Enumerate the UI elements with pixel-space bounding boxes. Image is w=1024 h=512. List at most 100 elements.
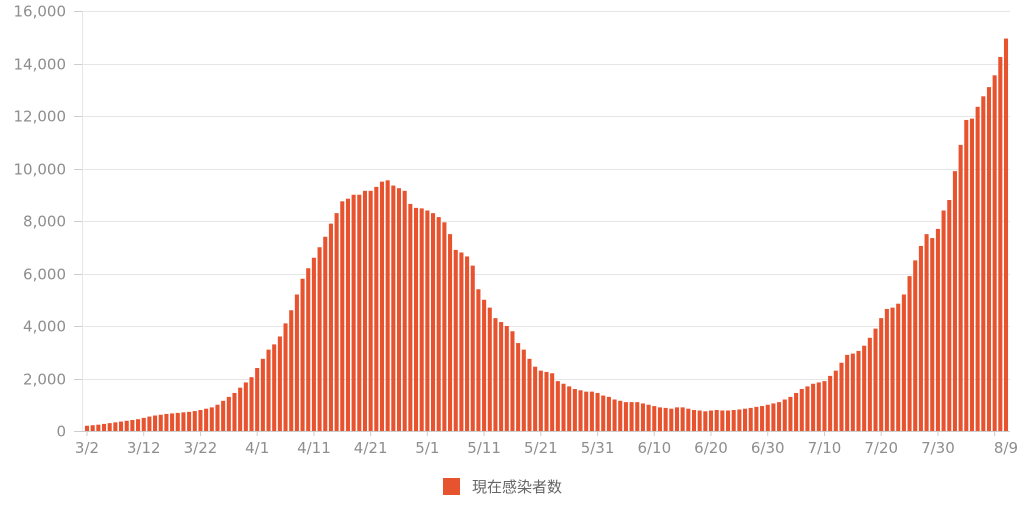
bar[interactable]: [317, 247, 322, 431]
bar[interactable]: [816, 382, 821, 431]
bar[interactable]: [283, 323, 288, 432]
bar[interactable]: [84, 425, 90, 431]
bar[interactable]: [391, 185, 396, 431]
bar[interactable]: [340, 201, 345, 431]
bar[interactable]: [629, 402, 634, 432]
bar[interactable]: [674, 407, 680, 432]
bar[interactable]: [482, 299, 487, 431]
bar[interactable]: [459, 252, 464, 432]
bar[interactable]: [635, 402, 640, 432]
bar[interactable]: [896, 303, 901, 431]
bar[interactable]: [345, 198, 350, 431]
bar[interactable]: [748, 407, 753, 431]
bar[interactable]: [612, 399, 617, 432]
bar[interactable]: [833, 370, 838, 432]
bar[interactable]: [850, 353, 855, 431]
bar[interactable]: [255, 368, 260, 431]
bar[interactable]: [413, 207, 419, 432]
bar[interactable]: [782, 399, 787, 432]
bar[interactable]: [867, 337, 872, 431]
bar[interactable]: [901, 294, 906, 432]
bar[interactable]: [941, 210, 946, 432]
bar[interactable]: [243, 382, 248, 431]
bar[interactable]: [720, 410, 725, 431]
bar[interactable]: [448, 234, 453, 432]
bar[interactable]: [493, 318, 498, 432]
bar[interactable]: [379, 181, 385, 432]
bar[interactable]: [731, 410, 736, 431]
bar[interactable]: [272, 344, 277, 432]
bar[interactable]: [657, 407, 662, 432]
bar[interactable]: [879, 318, 884, 432]
bar[interactable]: [669, 408, 674, 431]
bar[interactable]: [300, 278, 305, 431]
bar[interactable]: [289, 310, 294, 431]
bar[interactable]: [754, 406, 759, 431]
bar[interactable]: [680, 407, 685, 432]
bar[interactable]: [913, 260, 918, 432]
bar[interactable]: [465, 256, 470, 431]
bar[interactable]: [442, 222, 447, 431]
bar[interactable]: [436, 217, 441, 431]
bar[interactable]: [1003, 38, 1009, 432]
bar[interactable]: [294, 294, 299, 432]
bar[interactable]: [601, 395, 606, 431]
bar[interactable]: [260, 358, 265, 431]
bar[interactable]: [277, 336, 282, 432]
bar[interactable]: [175, 412, 180, 431]
bar[interactable]: [992, 75, 997, 431]
bar[interactable]: [368, 190, 373, 431]
bar[interactable]: [589, 391, 594, 432]
bar[interactable]: [402, 190, 407, 431]
bar[interactable]: [362, 190, 368, 431]
bar[interactable]: [777, 402, 782, 432]
bar[interactable]: [975, 106, 980, 431]
bar[interactable]: [623, 402, 628, 432]
bar[interactable]: [425, 210, 430, 432]
bar[interactable]: [521, 349, 526, 432]
bar[interactable]: [311, 257, 316, 431]
bar[interactable]: [306, 268, 311, 431]
bar[interactable]: [618, 400, 623, 431]
bar[interactable]: [516, 343, 521, 431]
bar[interactable]: [357, 194, 362, 431]
bar[interactable]: [567, 386, 572, 432]
bar[interactable]: [118, 421, 124, 431]
bar[interactable]: [845, 354, 850, 432]
bar[interactable]: [153, 415, 158, 431]
bar[interactable]: [691, 410, 697, 431]
bar[interactable]: [374, 186, 379, 431]
bar[interactable]: [856, 350, 861, 431]
bar[interactable]: [107, 423, 112, 432]
legend[interactable]: 現在感染者数: [443, 478, 562, 496]
bar[interactable]: [986, 87, 992, 432]
bar[interactable]: [130, 419, 135, 431]
bar[interactable]: [533, 366, 538, 431]
bar[interactable]: [771, 403, 776, 431]
bar[interactable]: [550, 373, 555, 431]
bar[interactable]: [221, 400, 226, 431]
bar[interactable]: [266, 349, 271, 432]
bar[interactable]: [839, 362, 844, 431]
bar[interactable]: [476, 289, 481, 431]
bar[interactable]: [584, 391, 589, 432]
bar[interactable]: [907, 276, 912, 432]
bar[interactable]: [226, 396, 231, 432]
bar[interactable]: [147, 416, 152, 431]
legend-swatch[interactable]: [443, 478, 460, 495]
bar[interactable]: [663, 407, 668, 431]
bar[interactable]: [714, 410, 719, 431]
bar[interactable]: [918, 245, 923, 431]
bar[interactable]: [737, 409, 742, 431]
bar[interactable]: [828, 375, 833, 432]
bar[interactable]: [385, 180, 390, 431]
bar[interactable]: [238, 387, 243, 431]
bar[interactable]: [725, 410, 731, 431]
bar[interactable]: [958, 144, 963, 432]
bar[interactable]: [947, 200, 952, 431]
bar[interactable]: [555, 381, 560, 432]
bar[interactable]: [822, 381, 827, 432]
bar[interactable]: [703, 411, 708, 431]
bar[interactable]: [510, 331, 515, 431]
bar[interactable]: [652, 406, 657, 431]
